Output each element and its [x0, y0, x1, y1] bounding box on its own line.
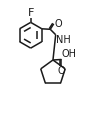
Text: F: F — [28, 8, 34, 18]
Text: O: O — [58, 66, 65, 76]
Text: NH: NH — [56, 35, 71, 45]
Text: O: O — [54, 19, 62, 29]
Text: OH: OH — [62, 49, 77, 59]
